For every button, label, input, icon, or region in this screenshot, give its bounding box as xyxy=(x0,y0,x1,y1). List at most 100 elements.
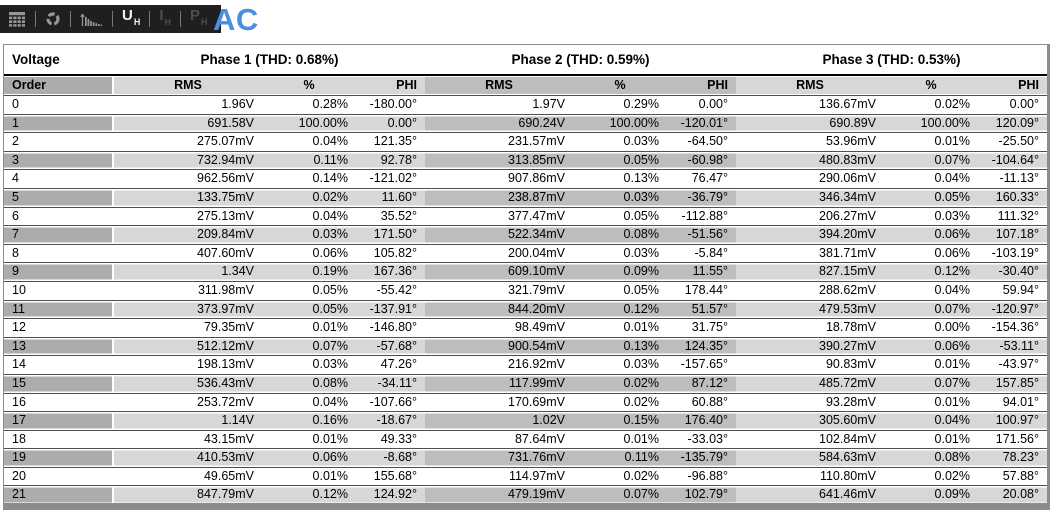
phase1-phi-cell: 124.92° xyxy=(356,486,425,505)
table-row: 20 49.65mV 0.01% 155.68° 114.97mV 0.02% -96.88… xyxy=(4,468,1047,487)
phase3-pct-cell: 0.09% xyxy=(884,486,978,505)
phase1-rms-cell: 275.13mV xyxy=(197,208,254,223)
phase2-rms-cell: 609.10mV xyxy=(425,263,573,281)
phase1-pct-cell: 0.07% xyxy=(262,337,356,356)
table-row: 14 198.13mV 0.03% 47.26° 216.92mV 0.03% -157.6… xyxy=(4,356,1047,375)
toolbar-separator xyxy=(180,11,182,27)
phase1-rms-cell: 732.94mV xyxy=(114,151,262,170)
phase1-phi-cell: 0.00° xyxy=(356,114,425,133)
refresh-button[interactable] xyxy=(45,11,61,27)
phase3-phi-cell: 94.01° xyxy=(1002,394,1039,409)
phase2-phi-cell: -64.50° xyxy=(687,134,728,149)
order-cell: 14 xyxy=(12,357,26,372)
phase1-phi-cell: 167.36° xyxy=(356,263,425,281)
phase1-rms-cell: 962.56mV xyxy=(197,171,254,186)
phase2-rms-cell: 313.85mV xyxy=(425,151,573,170)
phase1-rms-header: RMS xyxy=(114,76,262,95)
phase1-pct-cell: 0.12% xyxy=(262,486,356,505)
order-cell: 18 xyxy=(12,431,26,446)
order-column-header: Order xyxy=(4,76,114,95)
phase3-pct-cell: 0.01% xyxy=(934,431,970,446)
phase3-phi-cell: -11.13° xyxy=(999,171,1039,186)
phase3-phi-cell: -43.97° xyxy=(998,357,1039,372)
phase1-rms-cell: 198.13mV xyxy=(197,357,254,372)
table-row: 10 311.98mV 0.05% -55.42° 321.79mV 0.05% 178.4… xyxy=(4,282,1047,301)
phase2-rms-cell: 377.47mV xyxy=(508,208,565,223)
phase1-pct-cell: 0.16% xyxy=(262,412,356,430)
phase3-pct-cell: 0.01% xyxy=(934,357,970,372)
phase2-phi-cell: -112.88° xyxy=(681,208,728,223)
phase1-phi-cell: 171.50° xyxy=(356,226,425,244)
table-row: 6 275.13mV 0.04% 35.52° 377.47mV 0.05% -112.88… xyxy=(4,208,1047,227)
harmonics-table: Voltage Phase 1 (THD: 0.68%) Phase 2 (TH… xyxy=(3,44,1050,510)
phase2-phi-cell: -36.79° xyxy=(667,188,736,207)
order-cell: 0 xyxy=(12,97,19,111)
phase3-rms-cell: 136.67mV xyxy=(819,97,876,111)
phase3-phi-cell: 100.97° xyxy=(978,412,1047,430)
phase1-pct-cell: 0.28% xyxy=(312,97,348,111)
order-cell: 3 xyxy=(4,151,114,170)
order-cell: 13 xyxy=(4,337,114,356)
table-view-button[interactable] xyxy=(9,11,26,27)
phase1-title: Phase 1 (THD: 0.68%) xyxy=(200,52,339,67)
phase1-phi-cell: -57.68° xyxy=(356,337,425,356)
phase1-pct-cell: 0.05% xyxy=(312,282,348,297)
phase1-phi-cell: 35.52° xyxy=(380,208,417,223)
phase1-pct-cell: 0.01% xyxy=(312,468,348,483)
phase3-pct-cell: 0.07% xyxy=(884,151,978,170)
phase2-rms-cell: 321.79mV xyxy=(508,282,565,297)
phase1-pct-cell: 0.03% xyxy=(312,357,348,372)
phase2-rms-cell: 231.57mV xyxy=(508,134,565,149)
order-cell: 17 xyxy=(4,412,114,430)
phase2-pct-cell: 0.03% xyxy=(623,357,659,372)
phase3-pct-cell: 0.04% xyxy=(934,171,970,186)
table-row: 9 1.34V 0.19% 167.36° 609.10mV 0.09% 11.55° 827… xyxy=(4,263,1047,282)
phase1-rms-cell: 43.15mV xyxy=(203,431,254,446)
table-row: 15 536.43mV 0.08% -34.11° 117.99mV 0.02% 87.12… xyxy=(4,374,1047,394)
phase2-pct-cell: 0.01% xyxy=(623,320,659,335)
phase1-pct-cell: 0.04% xyxy=(312,208,348,223)
order-cell: 1 xyxy=(4,114,114,133)
phase2-phi-cell: -157.65° xyxy=(680,357,728,372)
phase1-phi-cell: -34.11° xyxy=(356,374,425,393)
phase1-phi-cell: -180.00° xyxy=(369,97,417,111)
voltage-harmonics-label: U xyxy=(122,7,133,24)
phase1-pct-cell: 0.11% xyxy=(262,151,356,170)
table-row: 13 512.12mV 0.07% -57.68° 900.54mV 0.13% 124.3… xyxy=(4,337,1047,357)
phase3-phi-cell: -103.19° xyxy=(991,245,1039,260)
phase1-pct-cell: 0.05% xyxy=(262,300,356,319)
spectrum-button[interactable] xyxy=(80,12,103,27)
phase2-phi-cell: -135.79° xyxy=(667,449,736,467)
phase2-phi-cell: 51.57° xyxy=(667,300,736,319)
table-row: 4 962.56mV 0.14% -121.02° 907.86mV 0.13% 76.47… xyxy=(4,170,1047,189)
phase1-rms-cell: 253.72mV xyxy=(197,394,254,409)
phase1-rms-cell: 209.84mV xyxy=(114,226,262,244)
phase2-rms-header: RMS xyxy=(425,76,573,95)
phase3-pct-cell: 0.04% xyxy=(884,412,978,430)
phase1-rms-cell: 1.34V xyxy=(114,263,262,281)
phase2-pct-cell: 0.05% xyxy=(623,282,659,297)
phase1-pct-cell: 0.03% xyxy=(262,226,356,244)
phase1-rms-cell: 691.58V xyxy=(114,114,262,133)
phase-header-row: Voltage Phase 1 (THD: 0.68%) Phase 2 (TH… xyxy=(4,45,1047,76)
phase3-phi-cell: 0.00° xyxy=(1009,97,1039,111)
phase3-rms-cell: 102.84mV xyxy=(819,431,876,446)
phase3-pct-cell: 0.02% xyxy=(934,468,970,483)
order-cell: 10 xyxy=(12,282,26,297)
phase2-phi-cell: 178.44° xyxy=(684,282,728,297)
phase3-rms-cell: 206.27mV xyxy=(819,208,876,223)
order-cell: 21 xyxy=(4,486,114,505)
phase2-phi-cell: -5.84° xyxy=(694,245,729,260)
phase2-pct-cell: 0.03% xyxy=(623,245,659,260)
phase2-pct-cell: 0.11% xyxy=(573,449,667,467)
phase2-rms-cell: 216.92mV xyxy=(508,357,565,372)
phase2-rms-cell: 87.64mV xyxy=(514,431,565,446)
phase1-pct-cell: 0.02% xyxy=(262,188,356,207)
phase1-phi-cell: -137.91° xyxy=(356,300,425,319)
table-row: 16 253.72mV 0.04% -107.66° 170.69mV 0.02% 60.8… xyxy=(4,394,1047,413)
phase3-phi-cell: -120.97° xyxy=(978,300,1047,319)
